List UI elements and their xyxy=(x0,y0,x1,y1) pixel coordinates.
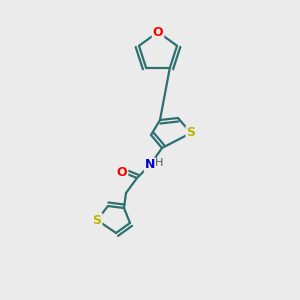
Text: O: O xyxy=(153,26,163,38)
Text: H: H xyxy=(155,158,163,168)
Text: S: S xyxy=(187,127,196,140)
Text: N: N xyxy=(145,158,155,172)
Text: O: O xyxy=(117,166,127,178)
Text: S: S xyxy=(92,214,101,226)
